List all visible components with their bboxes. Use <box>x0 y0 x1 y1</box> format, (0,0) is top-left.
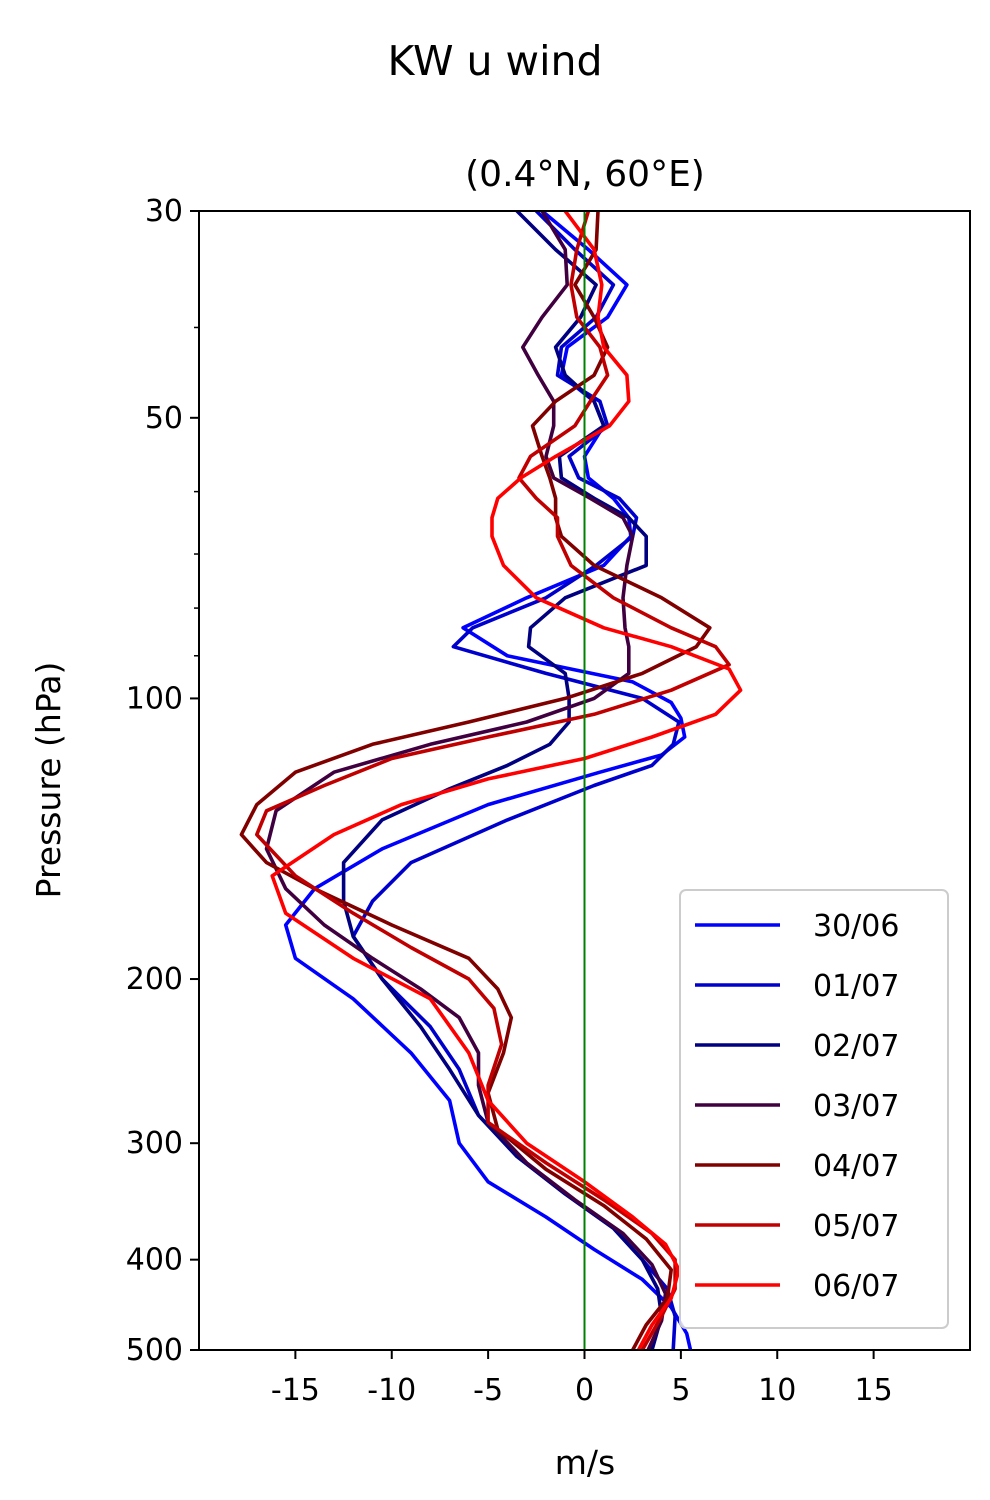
y-tick-label: 30 <box>145 194 183 229</box>
y-tick-label: 100 <box>126 681 183 716</box>
x-tick-label: 15 <box>855 1373 893 1408</box>
x-tick-label: 5 <box>671 1373 690 1408</box>
series-lines <box>239 211 743 1350</box>
x-tick-label: -10 <box>367 1373 416 1408</box>
y-tick-label: 500 <box>126 1333 183 1368</box>
series-line-01-07 <box>351 211 681 1350</box>
x-tick-label: -5 <box>473 1373 503 1408</box>
legend-box <box>679 889 949 1329</box>
legend-label: 04/07 <box>813 1149 899 1184</box>
y-tick-label: 200 <box>126 962 183 997</box>
legend-label: 30/06 <box>813 909 899 944</box>
legend: 30/06 01/07 02/07 03/07 04/07 05/07 06/07 <box>679 889 949 1329</box>
series-line-05-07 <box>254 211 731 1350</box>
axis-ticks: -15 -10 -5 0 5 10 15 30 50 100 200 300 400 500 <box>126 194 893 1408</box>
y-tick-label: 300 <box>126 1126 183 1161</box>
x-tick-label: 10 <box>758 1373 796 1408</box>
legend-label: 01/07 <box>813 969 899 1004</box>
x-axis-label: m/s <box>555 1443 615 1482</box>
series-line-02-07 <box>341 211 664 1350</box>
series-line-03-07 <box>264 211 668 1350</box>
series-line-06-07 <box>270 211 743 1350</box>
x-tick-label: 0 <box>575 1373 594 1408</box>
plot-frame <box>198 210 971 1351</box>
legend-label: 05/07 <box>813 1209 899 1244</box>
y-tick-label: 400 <box>126 1243 183 1278</box>
legend-label: 02/07 <box>813 1029 899 1064</box>
y-tick-label: 50 <box>145 401 183 436</box>
y-axis-label: Pressure (hPa) <box>29 662 68 899</box>
legend-label: 03/07 <box>813 1089 899 1124</box>
series-line-04-07 <box>239 211 712 1350</box>
x-tick-label: -15 <box>271 1373 320 1408</box>
axes-title: (0.4°N, 60°E) <box>465 154 705 195</box>
figure-suptitle: KW u wind <box>388 37 603 85</box>
legend-label: 06/07 <box>813 1269 899 1304</box>
